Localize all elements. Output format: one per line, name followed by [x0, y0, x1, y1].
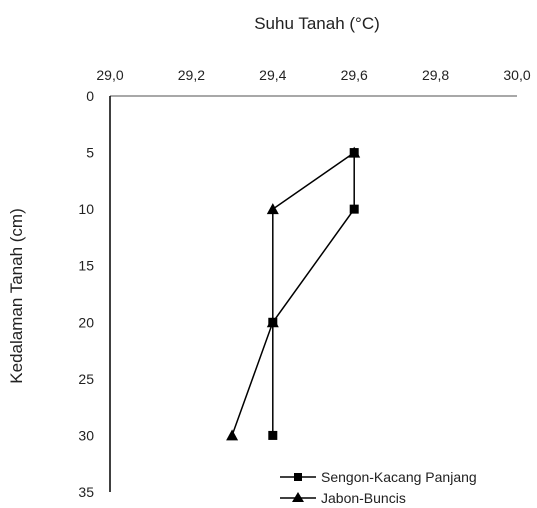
x-tick-label: 29,6	[341, 67, 368, 83]
y-tick-label: 5	[86, 145, 94, 161]
y-tick-label: 10	[78, 201, 94, 217]
legend-label-jabon: Jabon-Buncis	[321, 490, 406, 506]
data-point-square	[268, 430, 278, 440]
y-tick-label: 25	[78, 371, 94, 387]
y-tick-label: 35	[78, 484, 94, 500]
x-axis-title: Suhu Tanah (°C)	[254, 14, 380, 33]
series-layer	[226, 146, 361, 441]
data-point-triangle	[266, 316, 279, 328]
x-tick-labels: 29,0 29,2 29,4 29,6 29,8 30,0	[96, 67, 530, 83]
series-line-sengon	[272, 152, 355, 436]
y-tick-labels: 0 5 10 15 20 25 30 35	[78, 88, 94, 500]
x-tick-label: 30,0	[503, 67, 530, 83]
data-point-triangle	[266, 203, 279, 215]
y-tick-label: 30	[78, 427, 94, 443]
data-point-triangle	[348, 146, 361, 158]
x-tick-label: 29,2	[178, 67, 205, 83]
data-point-triangle	[226, 429, 239, 441]
x-tick-label: 29,0	[96, 67, 123, 83]
legend: Sengon-Kacang Panjang Jabon-Buncis	[280, 469, 477, 506]
series-line-jabon	[231, 151, 355, 436]
x-tick-label: 29,8	[422, 67, 449, 83]
y-tick-label: 15	[78, 258, 94, 274]
data-point-square	[349, 204, 359, 214]
legend-square-marker	[294, 473, 302, 481]
y-axis-title: Kedalaman Tanah (cm)	[7, 208, 26, 383]
x-tick-label: 29,4	[259, 67, 286, 83]
y-tick-label: 0	[86, 88, 94, 104]
legend-triangle-marker	[292, 492, 304, 502]
y-tick-label: 20	[78, 314, 94, 330]
legend-label-sengon: Sengon-Kacang Panjang	[321, 469, 477, 485]
